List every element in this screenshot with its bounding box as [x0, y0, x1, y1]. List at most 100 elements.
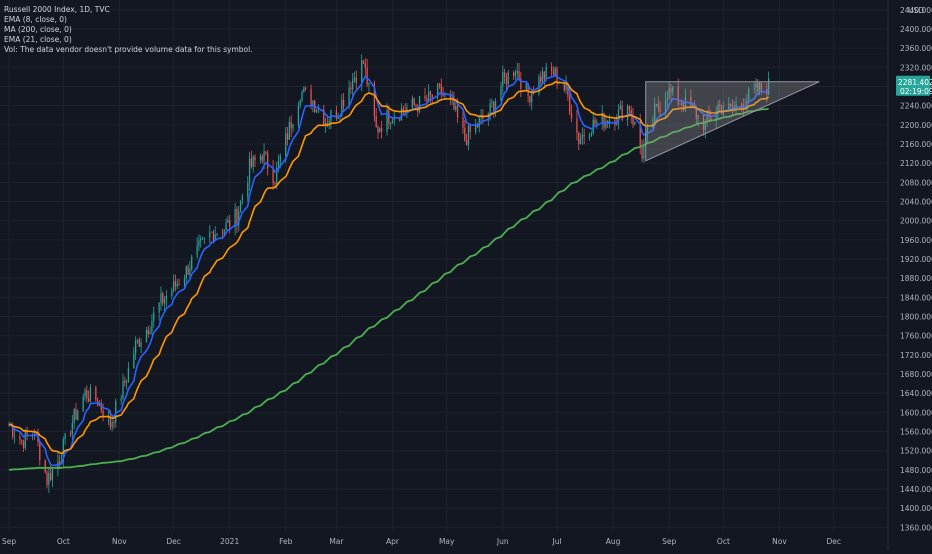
indicator-ema8[interactable]: EMA (8, close, 0) — [4, 15, 67, 24]
candle-body — [12, 425, 14, 437]
candle-body — [368, 83, 370, 85]
candle-body — [424, 95, 426, 99]
y-tick-label: 1400.0000 — [900, 504, 932, 513]
candle-body — [634, 121, 636, 125]
candle-body — [641, 146, 643, 159]
candle-body — [652, 120, 654, 128]
line-layer — [8, 73, 770, 471]
candle-body — [176, 284, 178, 287]
y-tick-label: 1840.0000 — [900, 293, 932, 302]
grid-layer — [0, 0, 888, 532]
candle-body — [171, 291, 173, 297]
candle-body — [465, 140, 468, 146]
candle-body — [657, 103, 659, 109]
candle-body — [375, 115, 377, 127]
candle-body — [297, 105, 300, 125]
candle-body — [583, 134, 585, 137]
candle-body — [518, 70, 520, 80]
y-tick-label: 2000.0000 — [900, 217, 932, 226]
candle-body — [563, 83, 565, 91]
candle-body — [596, 121, 598, 125]
candle-body — [540, 76, 542, 83]
y-tick-label: 1920.0000 — [900, 255, 932, 264]
candle-body — [241, 196, 243, 201]
y-tick-label: 2200.0000 — [900, 121, 932, 130]
candle-body — [489, 103, 491, 114]
candle-body — [71, 423, 73, 435]
x-tick-label: Jun — [496, 537, 509, 546]
candle-body — [162, 293, 164, 304]
candle-body — [710, 117, 712, 120]
candle-body — [263, 151, 265, 161]
x-tick-label: Dec — [166, 537, 181, 546]
candle-body — [717, 104, 719, 112]
candle-body — [529, 95, 531, 103]
symbol-title[interactable]: Russell 2000 Index, 1D, TVC — [4, 5, 110, 14]
candle-body — [554, 68, 556, 75]
candle-body — [122, 381, 124, 399]
candle-body — [178, 284, 180, 286]
candle-body — [719, 104, 721, 106]
candle-body — [695, 108, 697, 119]
candle-body — [153, 312, 155, 321]
candle-body — [317, 109, 319, 111]
candle-body — [438, 83, 441, 85]
x-tick-label: Dec — [826, 537, 841, 546]
candle-body — [288, 121, 291, 140]
candle-body — [706, 113, 708, 121]
candle-body — [26, 431, 28, 436]
candle-body — [550, 67, 553, 71]
candle-body — [214, 234, 216, 242]
y-tick-label: 1880.0000 — [900, 274, 932, 283]
chart-legend: Russell 2000 Index, 1D, TVC EMA (8, clos… — [4, 5, 253, 55]
candle-body — [672, 86, 674, 93]
candle-body — [543, 71, 546, 80]
candle-body — [449, 93, 451, 99]
candle-body — [578, 132, 580, 144]
candle-body — [290, 121, 292, 129]
candle-body — [505, 76, 508, 85]
indicator-ema21[interactable]: EMA (21, close, 0) — [4, 35, 72, 44]
y-tick-label: 1760.0000 — [900, 332, 932, 341]
candle-body — [654, 104, 656, 121]
candle-body — [411, 98, 413, 108]
candle-body — [87, 398, 90, 402]
triangle-pattern[interactable] — [645, 81, 820, 162]
candle-body — [187, 266, 189, 275]
candle-body — [77, 411, 79, 420]
candle-body — [400, 108, 403, 121]
candle-body — [323, 109, 325, 126]
candle-body — [335, 110, 338, 119]
candle-body — [252, 156, 254, 167]
candle-body — [590, 133, 593, 136]
candle-body — [22, 441, 25, 448]
candle-body — [113, 422, 115, 424]
candle-body — [69, 433, 72, 435]
y-tick-label: 2120.0000 — [900, 159, 932, 168]
candle-body — [115, 400, 117, 423]
candle-body — [292, 124, 294, 129]
candle-body — [757, 83, 759, 92]
candle-body — [558, 83, 560, 85]
candle-body — [324, 122, 327, 126]
candle-body — [160, 293, 162, 303]
candle-body — [261, 156, 263, 161]
y-tick-label: 2360.0000 — [900, 44, 932, 53]
y-tick-label: 1600.0000 — [900, 408, 932, 417]
drawing-layer[interactable] — [645, 81, 820, 162]
candle-body — [735, 104, 737, 108]
candle-body — [274, 183, 276, 185]
candle-body — [310, 88, 312, 107]
y-tick-label: 1520.0000 — [900, 447, 932, 456]
indicator-ma200[interactable]: MA (200, close, 0) — [4, 25, 72, 34]
candle-body — [579, 139, 582, 144]
candle-body — [24, 431, 26, 448]
candle-body — [731, 105, 734, 109]
x-tick-label: Jul — [552, 537, 562, 546]
candle-body — [111, 422, 113, 428]
candle-body — [227, 219, 229, 223]
candle-body — [209, 232, 211, 238]
